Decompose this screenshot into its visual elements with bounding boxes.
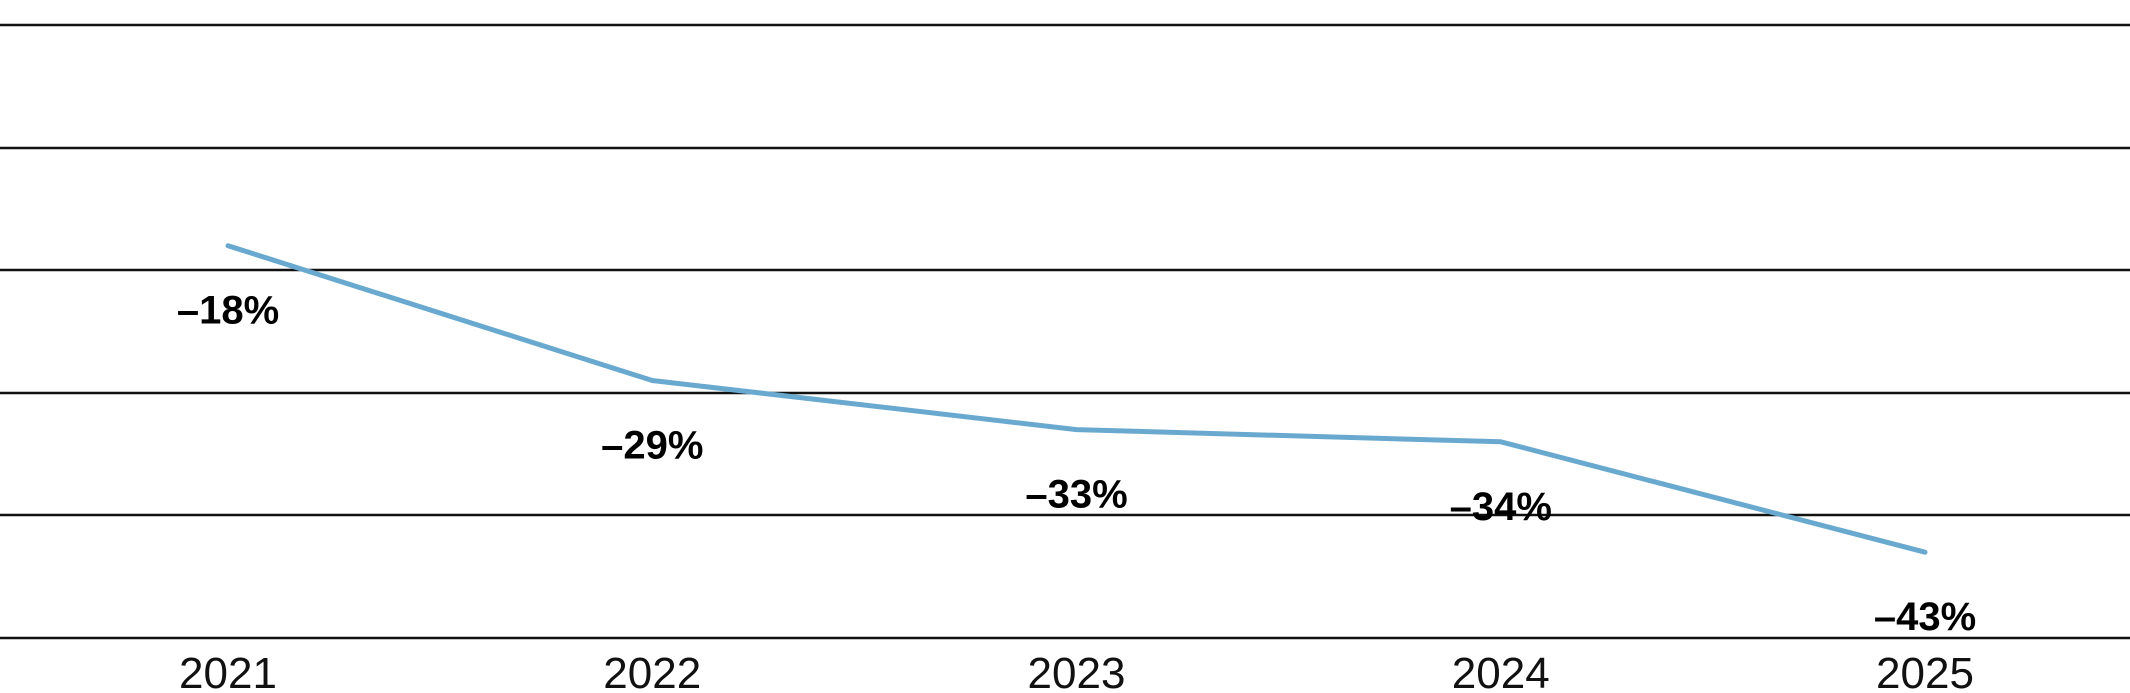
x-tick-label: 2023 (1028, 649, 1126, 693)
data-label: –34% (1450, 485, 1552, 529)
series-line (225, 243, 1928, 555)
x-tick-label: 2021 (179, 649, 277, 693)
data-label: –29% (601, 424, 703, 468)
data-label: –18% (177, 289, 279, 333)
data-label: –33% (1025, 473, 1127, 517)
gridlines (0, 23, 2130, 640)
data-label: –43% (1874, 595, 1976, 639)
x-tick-label: 2022 (603, 649, 701, 693)
x-tick-label: 2025 (1876, 649, 1974, 693)
x-tick-label: 2024 (1452, 649, 1550, 693)
x-axis-ticks: 2021 2022 2023 2024 2025 (179, 649, 1974, 693)
data-labels: –18% –29% –33% –34% –43% (177, 289, 1976, 640)
